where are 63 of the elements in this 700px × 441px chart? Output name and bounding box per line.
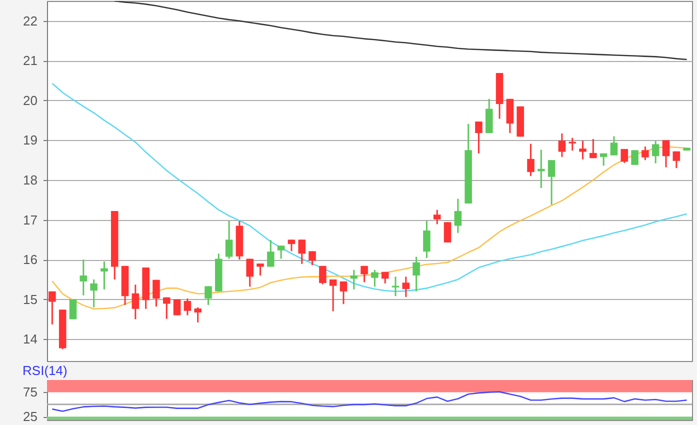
candlestick (444, 221, 452, 244)
y-tick-label: 19 (23, 132, 38, 148)
line-series (52, 391, 688, 412)
candlestick (620, 148, 628, 164)
candlestick (288, 238, 296, 252)
candlestick (568, 137, 576, 152)
candlestick (590, 138, 597, 159)
candlestick (360, 265, 368, 283)
candlestick (672, 150, 680, 169)
y-tick-label: 18 (23, 172, 38, 188)
y-tick-label: 21 (23, 53, 38, 68)
candlestick (350, 269, 358, 290)
y-tick-label: 22 (23, 13, 38, 28)
candlestick (662, 139, 670, 168)
candlestick (246, 258, 254, 288)
candlestick (558, 132, 566, 158)
candlestick (527, 143, 534, 177)
candlestick (475, 120, 482, 154)
candlestick (162, 296, 170, 320)
candlestick (423, 220, 430, 259)
candlestick (538, 149, 545, 189)
candlestick (454, 198, 462, 234)
y-tick-label: 75 (23, 384, 38, 400)
candlestick (256, 262, 264, 276)
candlestick (277, 244, 285, 260)
candlestick (319, 265, 326, 285)
candlestick (173, 298, 181, 316)
candlestick (100, 260, 108, 290)
candlestick (600, 152, 608, 166)
candlestick (433, 209, 441, 225)
candlestick (610, 136, 618, 156)
candlestick (267, 239, 274, 268)
candlestick (371, 269, 378, 288)
y-tick-label: 14 (23, 332, 38, 347)
line-series (52, 82, 688, 292)
candlestick (642, 146, 649, 161)
candlestick (152, 279, 160, 308)
candlestick (631, 149, 638, 166)
candlestick (204, 285, 212, 306)
candlestick (652, 140, 660, 164)
candlestick (194, 306, 202, 324)
y-tick-label: 20 (23, 92, 38, 108)
candlestick (340, 280, 348, 305)
candlestick (132, 284, 140, 320)
candlestick (579, 140, 586, 160)
chart-title: RSI(14) (22, 363, 68, 378)
candlestick (392, 276, 400, 297)
candlestick (225, 220, 233, 260)
candlestick (548, 159, 556, 206)
candlestick (90, 278, 98, 308)
candlestick (412, 256, 420, 292)
y-tick-label: 15 (23, 292, 38, 307)
y-tick-label: 25 (23, 409, 38, 424)
line-series (114, 1, 688, 60)
candlestick (308, 250, 316, 266)
y-tick-label: 17 (23, 212, 38, 228)
y-tick-label: 16 (23, 252, 38, 268)
candlestick (298, 238, 306, 265)
candlestick (184, 298, 192, 316)
candlestick (48, 290, 56, 326)
candlestick (329, 278, 337, 312)
candlestick (80, 258, 88, 296)
candlestick (402, 276, 410, 298)
